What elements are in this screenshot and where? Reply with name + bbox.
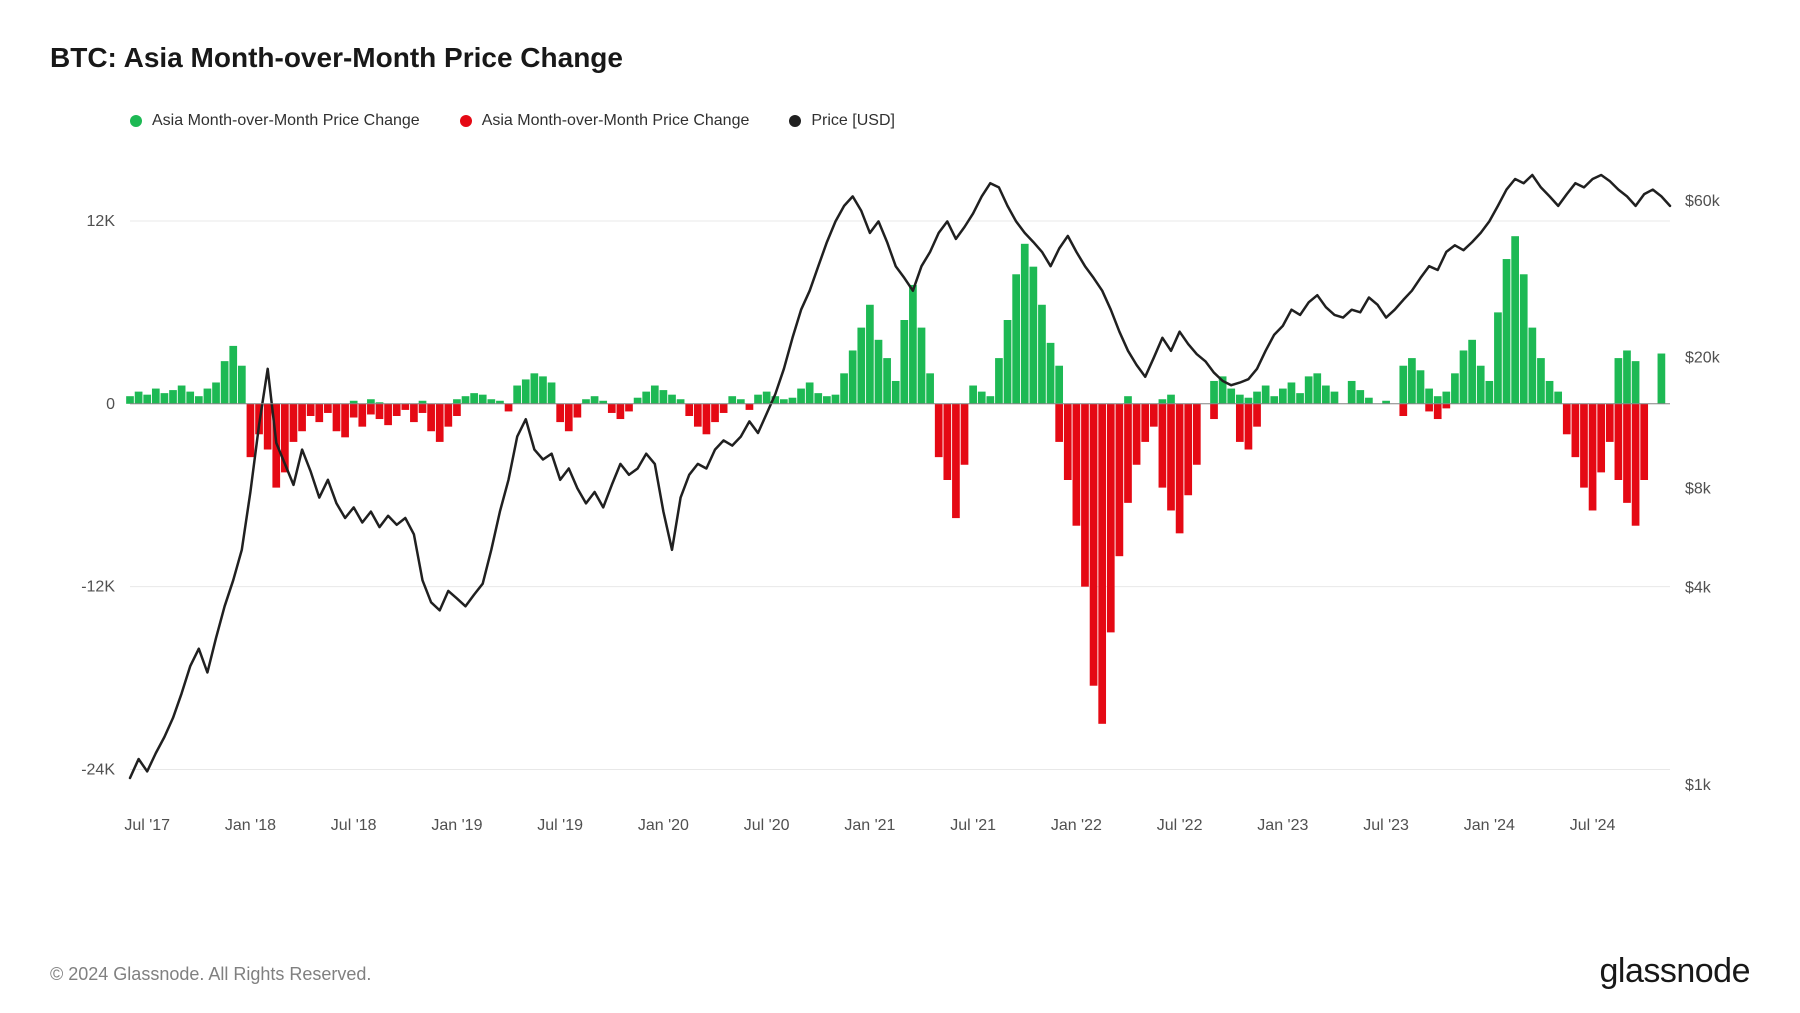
svg-text:Jul '21: Jul '21 bbox=[950, 817, 996, 834]
svg-text:$1k: $1k bbox=[1685, 777, 1712, 794]
legend-dot-price bbox=[789, 115, 801, 127]
svg-text:$20k: $20k bbox=[1685, 350, 1721, 367]
gridlines bbox=[130, 221, 1670, 770]
chart-area: 12K 0 -12K -24K $60k $20k $8k $4k $1k Jul '17 Ja… bbox=[50, 150, 1750, 850]
legend-label-price: Price [USD] bbox=[811, 112, 895, 130]
svg-text:0: 0 bbox=[106, 396, 115, 413]
svg-text:Jul '24: Jul '24 bbox=[1570, 817, 1616, 834]
svg-text:Jul '22: Jul '22 bbox=[1157, 817, 1203, 834]
svg-text:Jan '23: Jan '23 bbox=[1257, 817, 1308, 834]
price-line bbox=[130, 175, 1670, 778]
svg-text:Jan '21: Jan '21 bbox=[844, 817, 895, 834]
svg-text:Jul '23: Jul '23 bbox=[1363, 817, 1409, 834]
brand-logo: glassnode bbox=[1599, 952, 1750, 991]
svg-text:Jul '20: Jul '20 bbox=[744, 817, 790, 834]
svg-text:$8k: $8k bbox=[1685, 480, 1712, 497]
legend-item-positive: Asia Month-over-Month Price Change bbox=[130, 112, 420, 130]
y-axis-right: $60k $20k $8k $4k $1k bbox=[1685, 193, 1721, 794]
y-axis-left: 12K 0 -12K -24K bbox=[81, 213, 115, 779]
svg-text:$4k: $4k bbox=[1685, 579, 1712, 596]
svg-text:Jan '24: Jan '24 bbox=[1464, 817, 1515, 834]
legend-label-positive: Asia Month-over-Month Price Change bbox=[152, 112, 420, 130]
svg-text:-12K: -12K bbox=[81, 579, 115, 596]
svg-text:$60k: $60k bbox=[1685, 193, 1721, 210]
svg-text:Jan '18: Jan '18 bbox=[225, 817, 276, 834]
svg-text:12K: 12K bbox=[87, 213, 116, 230]
svg-text:Jul '18: Jul '18 bbox=[331, 817, 377, 834]
svg-text:Jan '22: Jan '22 bbox=[1051, 817, 1102, 834]
svg-text:Jul '17: Jul '17 bbox=[124, 817, 170, 834]
svg-text:Jan '20: Jan '20 bbox=[638, 817, 689, 834]
svg-text:Jul '19: Jul '19 bbox=[537, 817, 583, 834]
svg-text:Jan '19: Jan '19 bbox=[431, 817, 482, 834]
legend-item-price: Price [USD] bbox=[789, 112, 895, 130]
legend-dot-positive bbox=[130, 115, 142, 127]
x-axis: Jul '17 Jan '18 Jul '18 Jan '19 Jul '19 Jan '… bbox=[124, 817, 1615, 834]
chart-title: BTC: Asia Month-over-Month Price Change bbox=[50, 42, 623, 74]
chart-svg: 12K 0 -12K -24K $60k $20k $8k $4k $1k Jul '17 Ja… bbox=[50, 150, 1750, 850]
svg-text:-24K: -24K bbox=[81, 762, 115, 779]
bars-positive bbox=[126, 236, 1665, 404]
bars-negative bbox=[247, 404, 1648, 724]
footer-copyright: © 2024 Glassnode. All Rights Reserved. bbox=[50, 964, 371, 985]
legend-item-negative: Asia Month-over-Month Price Change bbox=[460, 112, 750, 130]
legend: Asia Month-over-Month Price Change Asia … bbox=[130, 112, 895, 130]
legend-label-negative: Asia Month-over-Month Price Change bbox=[482, 112, 750, 130]
legend-dot-negative bbox=[460, 115, 472, 127]
